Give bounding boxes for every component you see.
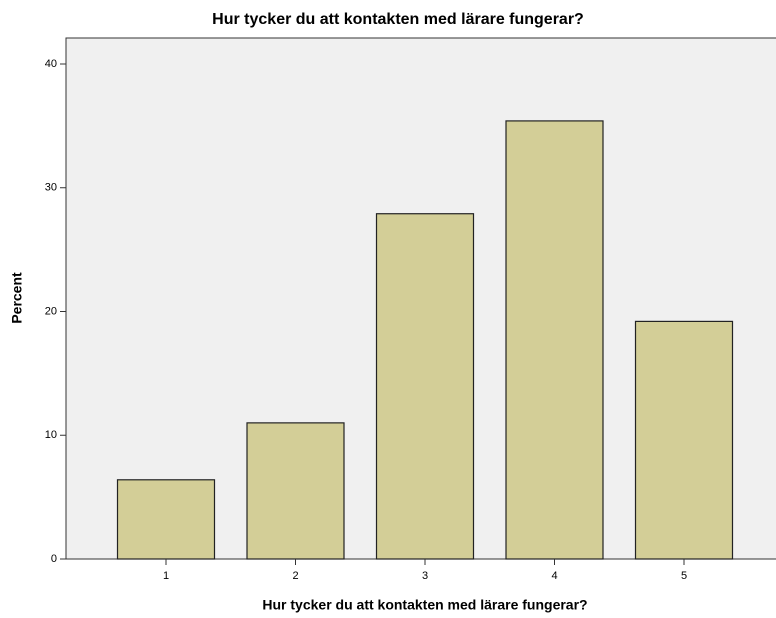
y-tick-label: 20 (45, 305, 57, 317)
y-axis-label: Percent (9, 272, 25, 324)
y-tick-label: 0 (51, 553, 57, 565)
x-tick-label: 4 (551, 570, 557, 582)
x-tick-label: 5 (681, 570, 687, 582)
y-tick-label: 10 (45, 429, 57, 441)
chart-title: Hur tycker du att kontakten med lärare f… (212, 11, 584, 28)
bar (634, 320, 734, 560)
x-tick-label: 3 (422, 570, 428, 582)
bar (116, 479, 216, 560)
x-tick-label: 2 (292, 570, 298, 582)
y-tick-label: 40 (45, 58, 57, 70)
bar (375, 213, 475, 560)
bar (246, 422, 345, 560)
x-tick-label: 1 (163, 570, 169, 582)
bar (505, 120, 604, 560)
y-tick-label: 30 (45, 182, 57, 194)
x-axis-label: Hur tycker du att kontakten med lärare f… (262, 597, 587, 613)
